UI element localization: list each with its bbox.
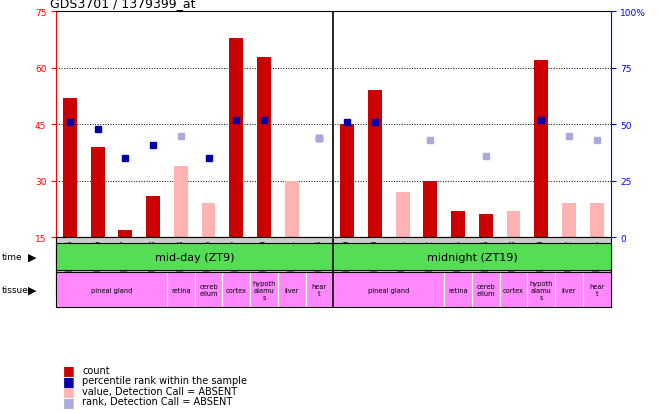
- Text: GSM310050: GSM310050: [537, 239, 546, 285]
- Text: cereb
ellum: cereb ellum: [199, 284, 218, 297]
- Bar: [278, 273, 306, 308]
- Text: GSM310044: GSM310044: [453, 239, 463, 285]
- Bar: [451, 211, 465, 237]
- Text: GSM310045: GSM310045: [204, 239, 213, 285]
- Bar: [444, 273, 472, 308]
- Bar: [507, 211, 520, 237]
- Bar: [250, 273, 278, 308]
- Text: pineal gland: pineal gland: [91, 287, 132, 293]
- Text: cortex: cortex: [226, 287, 247, 293]
- Text: retina: retina: [171, 287, 191, 293]
- Text: time: time: [1, 253, 22, 261]
- Text: GSM310047: GSM310047: [232, 239, 241, 285]
- Text: GSM310038: GSM310038: [148, 239, 158, 285]
- Bar: [535, 61, 548, 237]
- Text: value, Detection Call = ABSENT: value, Detection Call = ABSENT: [82, 386, 238, 396]
- Text: ■: ■: [63, 363, 75, 376]
- Bar: [562, 204, 576, 237]
- Bar: [257, 57, 271, 237]
- Text: GSM310041: GSM310041: [398, 239, 407, 285]
- Text: GSM310052: GSM310052: [564, 239, 574, 285]
- Text: ■: ■: [63, 384, 75, 397]
- Text: ▶: ▶: [28, 252, 36, 262]
- Bar: [222, 273, 250, 308]
- Bar: [395, 192, 409, 237]
- Text: GDS3701 / 1379399_at: GDS3701 / 1379399_at: [50, 0, 195, 10]
- Text: hear
t: hear t: [589, 284, 605, 297]
- Bar: [202, 204, 215, 237]
- Bar: [91, 147, 104, 237]
- Bar: [333, 273, 444, 308]
- Text: GSM310036: GSM310036: [93, 239, 102, 285]
- Bar: [119, 230, 132, 237]
- Bar: [306, 273, 333, 308]
- Bar: [174, 166, 187, 237]
- Text: GSM310037: GSM310037: [121, 239, 130, 285]
- Text: GSM310046: GSM310046: [481, 239, 490, 285]
- Bar: [167, 273, 195, 308]
- Text: GSM310042: GSM310042: [426, 239, 435, 285]
- Text: pineal gland: pineal gland: [368, 287, 409, 293]
- Bar: [195, 273, 222, 308]
- Bar: [341, 125, 354, 237]
- Bar: [56, 273, 167, 308]
- Text: GSM310053: GSM310053: [315, 239, 324, 285]
- Text: mid-day (ZT9): mid-day (ZT9): [155, 252, 234, 262]
- Text: hear
t: hear t: [312, 284, 327, 297]
- Bar: [230, 39, 243, 237]
- Bar: [479, 215, 492, 237]
- Text: retina: retina: [448, 287, 468, 293]
- Bar: [555, 273, 583, 308]
- Bar: [500, 273, 527, 308]
- Text: cereb
ellum: cereb ellum: [477, 284, 495, 297]
- Bar: [472, 273, 500, 308]
- Text: GSM310051: GSM310051: [287, 239, 296, 285]
- Text: liver: liver: [562, 287, 576, 293]
- Text: ■: ■: [63, 374, 75, 387]
- Bar: [284, 192, 298, 237]
- Text: cortex: cortex: [503, 287, 524, 293]
- Text: GSM310040: GSM310040: [370, 239, 380, 285]
- Bar: [147, 196, 160, 237]
- Text: GSM310039: GSM310039: [343, 239, 352, 285]
- Bar: [590, 204, 604, 237]
- Bar: [63, 99, 77, 237]
- Text: rank, Detection Call = ABSENT: rank, Detection Call = ABSENT: [82, 396, 233, 406]
- Text: hypoth
alamu
s: hypoth alamu s: [529, 280, 553, 300]
- Bar: [424, 181, 437, 237]
- Text: tissue: tissue: [1, 286, 28, 294]
- Text: GSM310035: GSM310035: [65, 239, 75, 285]
- Bar: [284, 181, 298, 237]
- Text: count: count: [82, 365, 110, 375]
- Text: GSM310054: GSM310054: [592, 239, 601, 285]
- Bar: [583, 273, 610, 308]
- Text: ■: ■: [63, 395, 75, 408]
- Text: ▶: ▶: [28, 285, 36, 295]
- Bar: [368, 91, 382, 237]
- Text: percentile rank within the sample: percentile rank within the sample: [82, 375, 248, 385]
- Text: GSM310049: GSM310049: [259, 239, 269, 285]
- Text: GSM310043: GSM310043: [176, 239, 185, 285]
- Text: midnight (ZT19): midnight (ZT19): [426, 252, 517, 262]
- Text: GSM310048: GSM310048: [509, 239, 518, 285]
- Bar: [527, 273, 555, 308]
- Text: hypoth
alamu
s: hypoth alamu s: [252, 280, 276, 300]
- Text: liver: liver: [284, 287, 299, 293]
